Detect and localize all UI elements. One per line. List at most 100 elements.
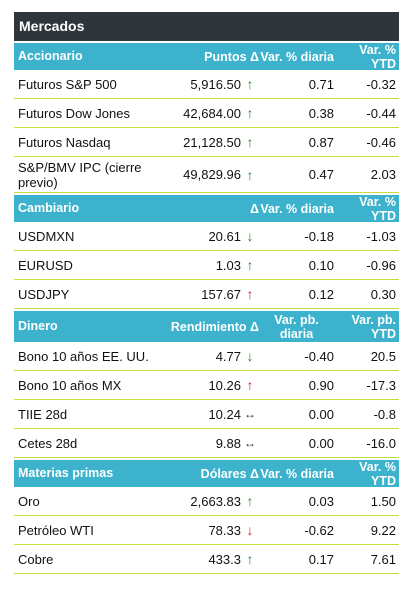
section-name: Materias primas [18, 466, 114, 480]
table-row: Bono 10 años EE. UU. 4.77 ↓ -0.40 20.5 [14, 342, 399, 371]
row-value: 157.67 [201, 286, 241, 302]
table-row: Futuros Dow Jones 42,684.00 ↑ 0.38 -0.44 [14, 99, 399, 128]
row-name: Cetes 28d [18, 435, 78, 451]
row-daily: -0.40 [304, 348, 334, 364]
row-name: Cobre [18, 551, 54, 567]
col-header-daily: Var. % diaria [260, 201, 334, 216]
col-header-daily: Var. % diaria [260, 49, 334, 64]
row-value: 20.61 [208, 228, 241, 244]
table-row: USDMXN 20.61 ↓ -0.18 -1.03 [14, 222, 399, 251]
row-ytd: -17.3 [366, 377, 396, 393]
row-name: Bono 10 años EE. UU. [18, 348, 149, 364]
row-name: EURUSD [18, 257, 73, 273]
arrow-up-green-icon: ↑ [246, 493, 254, 509]
row-name: Oro [18, 493, 40, 509]
row-name: S&P/BMV IPC (cierre previo) [18, 159, 142, 190]
row-daily: 0.38 [308, 105, 334, 121]
col-header-value: Dólares Δ [200, 466, 259, 481]
row-daily: 0.71 [308, 76, 334, 92]
row-ytd: 20.5 [370, 348, 396, 364]
arrow-up-green-icon: ↑ [246, 105, 254, 121]
section-header-materias-primas: Materias primas Dólares Δ Var. % diaria … [14, 458, 399, 488]
row-name: Futuros S&P 500 [18, 76, 117, 92]
col-header-ytd: Var. % YTD [359, 459, 396, 488]
table-row: Cobre 433.3 ↑ 0.17 7.61 [14, 545, 399, 574]
arrow-up-red-icon: ↑ [246, 377, 254, 393]
row-ytd: -0.96 [366, 257, 396, 273]
section-header-cambiario: Cambiario Δ Var. % diaria Var. % YTD [14, 193, 399, 223]
row-daily: 0.10 [308, 257, 334, 273]
arrow-up-green-icon: ↑ [246, 134, 254, 150]
row-value: 10.24 [208, 406, 241, 422]
row-value: 42,684.00 [183, 105, 241, 121]
row-name: USDJPY [18, 286, 70, 302]
row-name: USDMXN [18, 228, 75, 244]
section-header-dinero: Dinero Rendimiento Δ Var. pb. diaria Var… [14, 309, 399, 342]
arrow-down-green-icon: ↓ [246, 228, 254, 244]
row-ytd: 9.22 [370, 522, 396, 538]
markets-table: Mercados Accionario Puntos Δ Var. % diar… [14, 12, 399, 574]
arrow-down-red-icon: ↓ [246, 522, 254, 538]
row-ytd: 7.61 [370, 551, 396, 567]
row-name: Futuros Dow Jones [18, 105, 130, 121]
row-value: 4.77 [215, 348, 241, 364]
row-daily: 0.90 [308, 377, 334, 393]
table-row: Bono 10 años MX 10.26 ↑ 0.90 -17.3 [14, 371, 399, 400]
arrow-down-green-icon: ↓ [246, 348, 254, 364]
col-header-value: Rendimiento Δ [170, 319, 259, 334]
row-ytd: -1.03 [366, 228, 396, 244]
col-header-value: Puntos Δ [204, 49, 259, 64]
row-value: 433.3 [208, 551, 241, 567]
col-header-value: Δ [250, 201, 259, 216]
col-header-ytd: Var. % YTD [359, 194, 396, 223]
row-daily: 0.12 [308, 286, 334, 302]
row-name: TIIE 28d [18, 406, 68, 422]
table-row: Petróleo WTI 78.33 ↓ -0.62 9.22 [14, 516, 399, 545]
row-ytd: 0.30 [370, 286, 396, 302]
table-row: Oro 2,663.83 ↑ 0.03 1.50 [14, 487, 399, 516]
table-row: Futuros Nasdaq 21,128.50 ↑ 0.87 -0.46 [14, 128, 399, 157]
table-row: Futuros S&P 500 5,916.50 ↑ 0.71 -0.32 [14, 70, 399, 99]
row-value: 2,663.83 [190, 493, 241, 509]
arrow-left-right-icon: ↔ [244, 407, 256, 421]
row-ytd: 2.03 [370, 167, 396, 182]
row-daily: 0.00 [308, 435, 334, 451]
arrow-up-green-icon: ↑ [246, 76, 254, 92]
arrow-up-green-icon: ↑ [246, 166, 254, 183]
row-name: Futuros Nasdaq [18, 134, 111, 150]
row-value: 1.03 [215, 257, 241, 273]
arrow-left-right-icon: ↔ [244, 436, 256, 450]
row-ytd: -0.44 [366, 105, 396, 121]
col-header-ytd: Var. % YTD [359, 42, 396, 71]
table-row: Cetes 28d 9.88 ↔ 0.00 -16.0 [14, 429, 399, 458]
table-row: USDJPY 157.67 ↑ 0.12 0.30 [14, 280, 399, 309]
row-ytd: -0.46 [366, 134, 396, 150]
arrow-up-green-icon: ↑ [246, 257, 254, 273]
row-value: 10.26 [208, 377, 241, 393]
row-daily: -0.18 [304, 228, 334, 244]
table-row: TIIE 28d 10.24 ↔ 0.00 -0.8 [14, 400, 399, 429]
arrow-up-green-icon: ↑ [246, 551, 254, 567]
row-value: 78.33 [208, 522, 241, 538]
row-value: 9.88 [215, 435, 241, 451]
section-name: Cambiario [18, 201, 80, 215]
section-name: Accionario [18, 49, 83, 63]
row-ytd: -16.0 [366, 435, 396, 451]
row-value: 5,916.50 [190, 76, 241, 92]
row-name: Petróleo WTI [18, 522, 94, 538]
section-header-accionario: Accionario Puntos Δ Var. % diaria Var. %… [14, 41, 399, 71]
table-row: S&P/BMV IPC (cierre previo) 49,829.96 ↑ … [14, 157, 399, 193]
row-value: 21,128.50 [183, 134, 241, 150]
row-daily: 0.00 [308, 406, 334, 422]
row-ytd: -0.32 [366, 76, 396, 92]
row-daily: 0.47 [308, 167, 334, 182]
table-title: Mercados [14, 12, 399, 41]
row-value: 49,829.96 [183, 167, 241, 182]
row-ytd: -0.8 [373, 406, 396, 422]
col-header-ytd: Var. pb. YTD [351, 312, 396, 341]
row-name: Bono 10 años MX [18, 377, 122, 393]
row-daily: 0.87 [308, 134, 334, 150]
table-row: EURUSD 1.03 ↑ 0.10 -0.96 [14, 251, 399, 280]
row-daily: 0.17 [308, 551, 334, 567]
row-ytd: 1.50 [370, 493, 396, 509]
